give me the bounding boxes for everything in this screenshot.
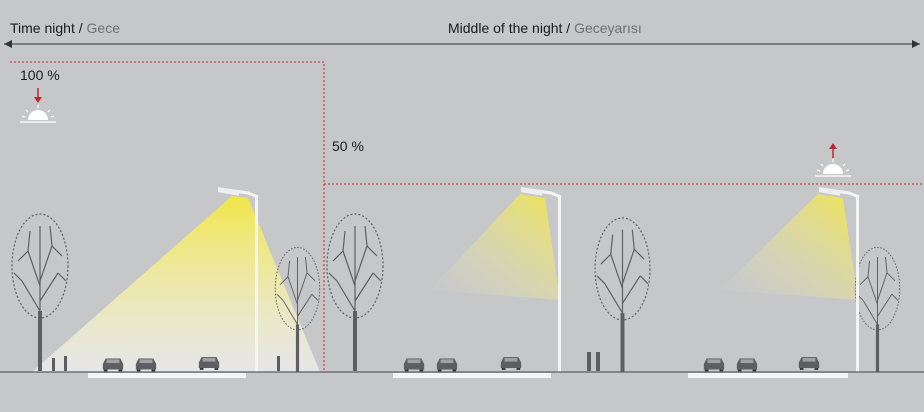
level-label: 100 % — [20, 67, 60, 83]
left-header: Time night / Gece — [10, 20, 120, 36]
header-title: Time night — [10, 20, 75, 36]
road — [88, 373, 848, 378]
header-title: Middle of the night — [448, 20, 563, 36]
translation: Geceyarısı — [574, 20, 642, 36]
level-label: 50 % — [332, 138, 364, 154]
translation: Gece — [87, 20, 121, 36]
separator: / — [566, 20, 570, 36]
illustration: Time night / Gece Middle of the night / … — [0, 0, 924, 412]
separator: / — [79, 20, 83, 36]
right-header: Middle of the night / Geceyarısı — [448, 20, 642, 36]
